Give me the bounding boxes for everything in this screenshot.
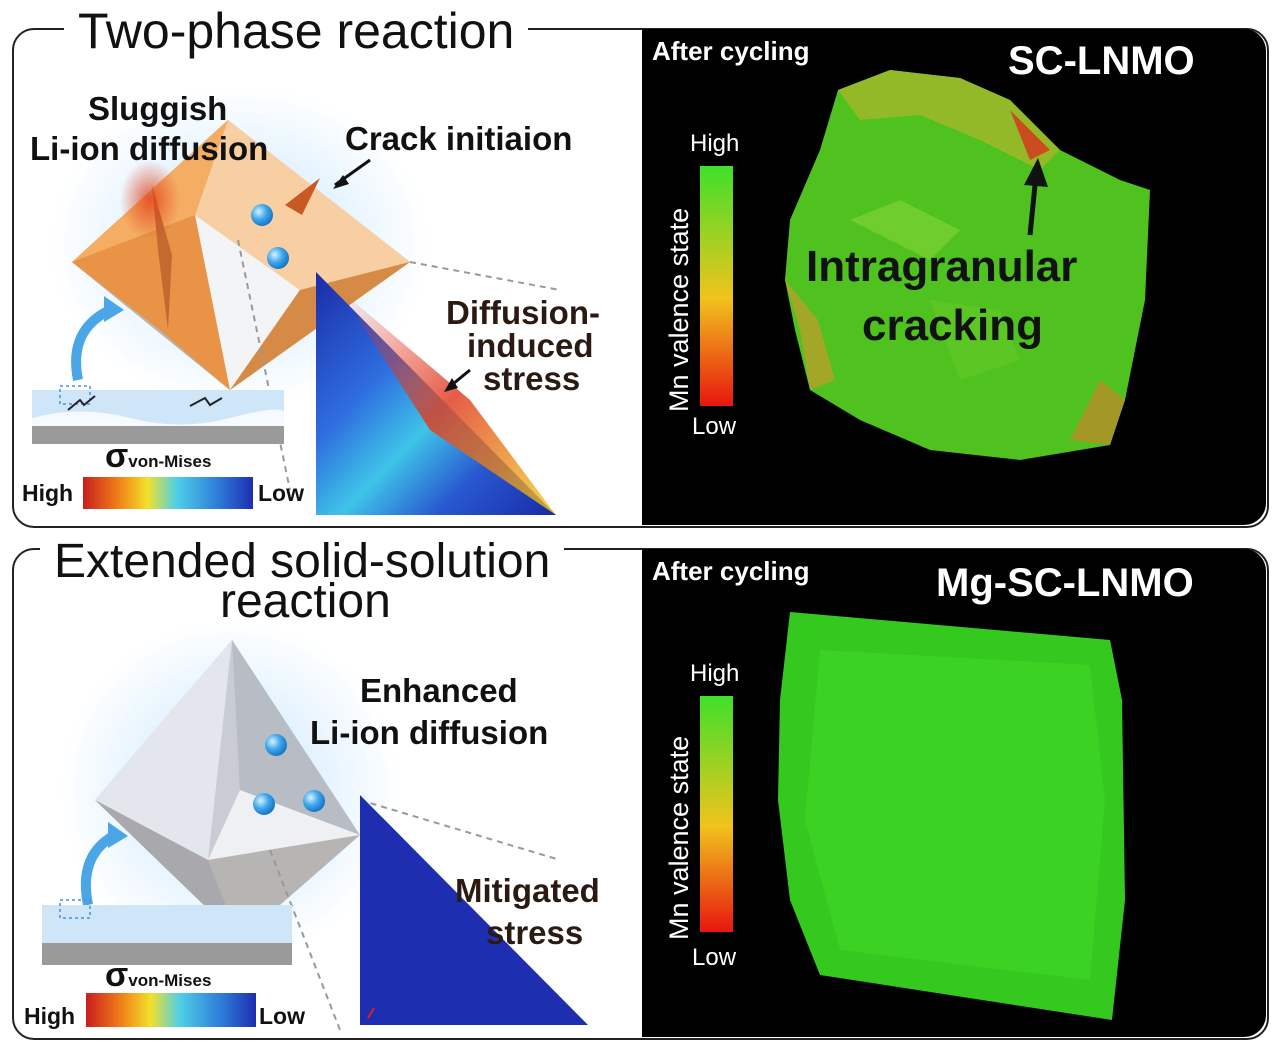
stress-label-line1: Diffusion- bbox=[446, 294, 600, 331]
sigma-low-bottom: Low bbox=[259, 1003, 305, 1029]
sigma-label-bottom: σvon-Mises bbox=[105, 956, 211, 995]
intragranular-label-line1: Intragranular bbox=[806, 242, 1078, 291]
top-panel-frame bbox=[12, 28, 1269, 528]
sigma-colorbar-top bbox=[83, 477, 253, 509]
intragranular-label-line2: cracking bbox=[862, 301, 1043, 350]
crack-initiation-label: Crack initiaion bbox=[345, 120, 573, 157]
mitigated-label-line1: Mitigated bbox=[455, 872, 600, 909]
sluggish-label-line1: Sluggish bbox=[88, 90, 228, 127]
enhanced-label-line1: Enhanced bbox=[360, 672, 518, 709]
colorbar-low-bottom: Low bbox=[692, 944, 737, 971]
sample-name-bottom: Mg-SC-LNMO bbox=[936, 561, 1194, 605]
mitigated-label-line2: stress bbox=[486, 914, 584, 951]
bottom-panel-title-line2: reaction bbox=[220, 575, 391, 628]
mn-colorbar-bottom bbox=[700, 696, 733, 932]
sigma-subscript: von-Mises bbox=[128, 971, 212, 990]
sluggish-label-line2: Li-ion diffusion bbox=[30, 130, 269, 167]
after-cycling-bottom: After cycling bbox=[652, 556, 810, 586]
enhanced-label-line2: Li-ion diffusion bbox=[310, 714, 549, 751]
stress-map-bottom bbox=[360, 795, 588, 1025]
colorbar-label-bottom: Mn valence state bbox=[664, 735, 694, 940]
colorbar-high-bottom: High bbox=[690, 660, 740, 687]
sigma-low-top: Low bbox=[258, 480, 304, 506]
colorbar-low-top: Low bbox=[692, 413, 737, 440]
sigma-subscript: von-Mises bbox=[128, 452, 212, 471]
sigma-high-top: High bbox=[22, 480, 74, 506]
after-cycling-top: After cycling bbox=[652, 36, 810, 66]
stress-label-line2: induced bbox=[467, 327, 594, 364]
sigma-colorbar-bottom bbox=[86, 993, 256, 1027]
sigma-symbol: σ bbox=[105, 956, 129, 994]
colorbar-label-top: Mn valence state bbox=[664, 207, 694, 412]
stress-label-line3: stress bbox=[483, 360, 581, 397]
sample-name-top: SC-LNMO bbox=[1008, 39, 1195, 83]
mn-colorbar-top bbox=[700, 166, 733, 406]
sigma-high-bottom: High bbox=[24, 1003, 76, 1029]
top-panel-title: Two-phase reaction bbox=[64, 6, 529, 56]
sc-lnmo-particle bbox=[785, 70, 1150, 460]
bottom-panel-frame bbox=[12, 548, 1269, 1040]
colorbar-high-top: High bbox=[690, 130, 740, 157]
sigma-symbol: σ bbox=[105, 437, 129, 475]
sigma-label-top: σvon-Mises bbox=[105, 437, 211, 476]
